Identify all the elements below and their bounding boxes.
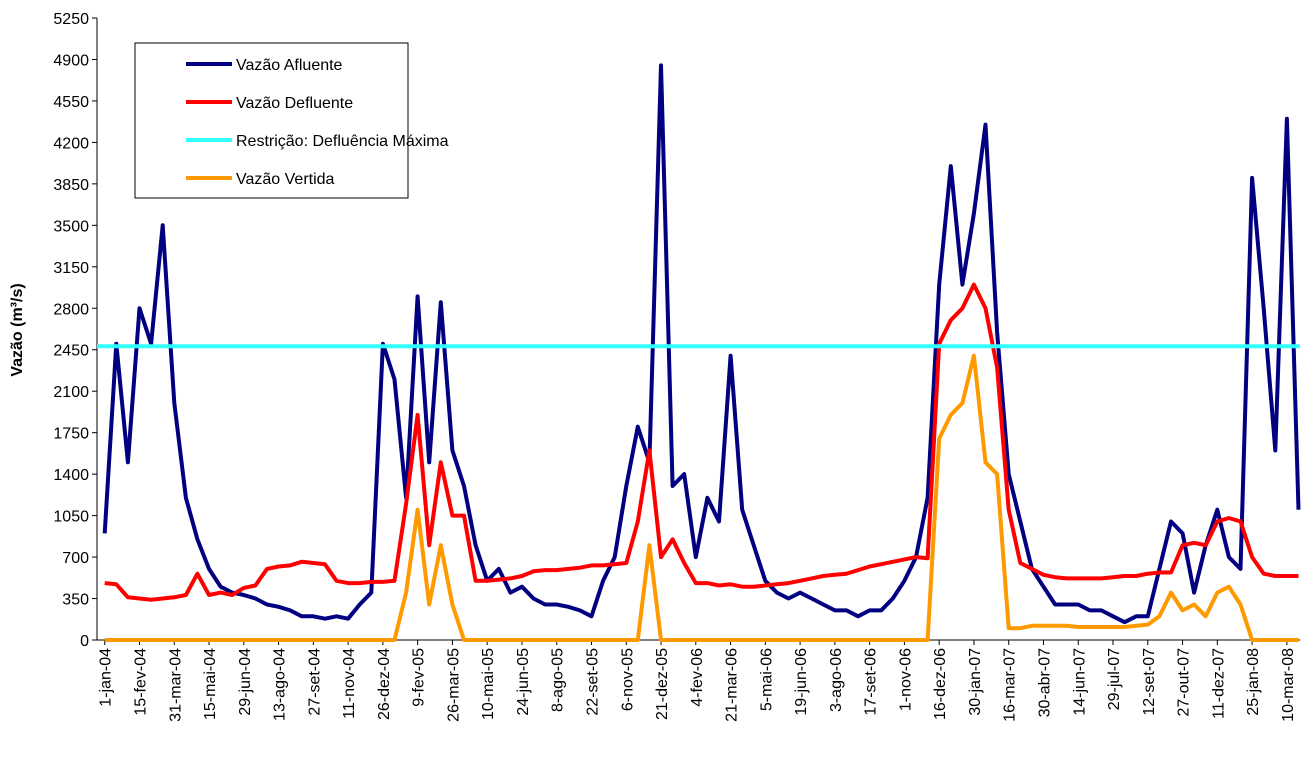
x-tick-label: 26-mar-05 xyxy=(445,648,462,722)
x-tick-label: 29-jul-07 xyxy=(1106,648,1123,710)
y-tick-label: 700 xyxy=(62,550,89,567)
y-tick-label: 2450 xyxy=(53,343,89,360)
x-tick-label: 21-mar-06 xyxy=(724,648,741,722)
x-tick-label: 14-jun-07 xyxy=(1071,648,1088,716)
x-tick-label: 5-mai-06 xyxy=(758,648,775,711)
y-tick-label: 4550 xyxy=(53,94,89,111)
x-tick-label: 6-nov-05 xyxy=(619,648,636,711)
x-tick-label: 1-nov-06 xyxy=(897,648,914,711)
x-tick-label: 10-mar-08 xyxy=(1280,648,1297,722)
x-tick-label: 27-out-07 xyxy=(1176,648,1193,717)
x-tick-label: 19-jun-06 xyxy=(793,648,810,716)
x-tick-label: 30-jan-07 xyxy=(967,648,984,716)
x-tick-label: 31-mar-04 xyxy=(167,648,184,722)
series-line xyxy=(104,282,1299,602)
x-tick-label: 17-set-06 xyxy=(863,648,880,716)
x-tick-label: 15-mai-04 xyxy=(202,648,219,720)
y-tick-label: 2800 xyxy=(53,301,89,318)
x-tick-label: 29-jun-04 xyxy=(237,648,254,716)
x-tick-label: 25-jan-08 xyxy=(1245,648,1262,716)
legend-label: Vazão Afluente xyxy=(236,57,343,74)
x-tick-label: 10-mai-05 xyxy=(480,648,497,720)
x-tick-label: 27-set-04 xyxy=(306,648,323,716)
x-tick-label: 24-jun-05 xyxy=(515,648,532,716)
legend-label: Restrição: Defluência Máxima xyxy=(236,133,449,150)
y-tick-label: 1050 xyxy=(53,509,89,526)
y-tick-label: 0 xyxy=(80,633,89,650)
y-tick-label: 1400 xyxy=(53,467,89,484)
y-tick-label: 1750 xyxy=(53,426,89,443)
x-tick-label: 9-fev-05 xyxy=(411,648,428,707)
x-tick-label: 16-mar-07 xyxy=(1002,648,1019,722)
y-tick-label: 3150 xyxy=(53,260,89,277)
y-tick-label: 350 xyxy=(62,592,89,609)
legend-label: Vazão Defluente xyxy=(236,95,353,112)
x-tick-label: 12-set-07 xyxy=(1141,648,1158,716)
y-tick-label: 3500 xyxy=(53,218,89,235)
x-tick-label: 1-jan-04 xyxy=(98,648,115,707)
x-tick-label: 21-dez-05 xyxy=(654,648,671,720)
x-tick-label: 30-abr-07 xyxy=(1036,648,1053,717)
x-tick-label: 8-ago-05 xyxy=(550,648,567,712)
x-tick-label: 11-nov-04 xyxy=(341,648,358,719)
x-tick-label: 3-ago-06 xyxy=(828,648,845,712)
x-tick-label: 16-dez-06 xyxy=(932,648,949,720)
x-tick-label: 4-fev-06 xyxy=(689,648,706,707)
x-tick-label: 15-fev-04 xyxy=(132,648,149,716)
x-tick-label: 13-ago-04 xyxy=(272,648,289,721)
y-tick-label: 2100 xyxy=(53,384,89,401)
y-axis-label: Vazão (m³/s) xyxy=(9,283,26,376)
y-tick-label: 4200 xyxy=(53,135,89,152)
y-tick-label: 5250 xyxy=(53,11,89,28)
legend-label: Vazão Vertida xyxy=(236,171,335,188)
y-tick-label: 3850 xyxy=(53,177,89,194)
x-tick-label: 26-dez-04 xyxy=(376,648,393,720)
series-line xyxy=(102,63,1301,625)
legend-box xyxy=(134,42,409,199)
x-tick-label: 22-set-05 xyxy=(584,648,601,716)
y-tick-label: 4900 xyxy=(53,52,89,69)
series-line xyxy=(104,353,1299,642)
x-tick-label: 11-dez-07 xyxy=(1210,648,1227,719)
